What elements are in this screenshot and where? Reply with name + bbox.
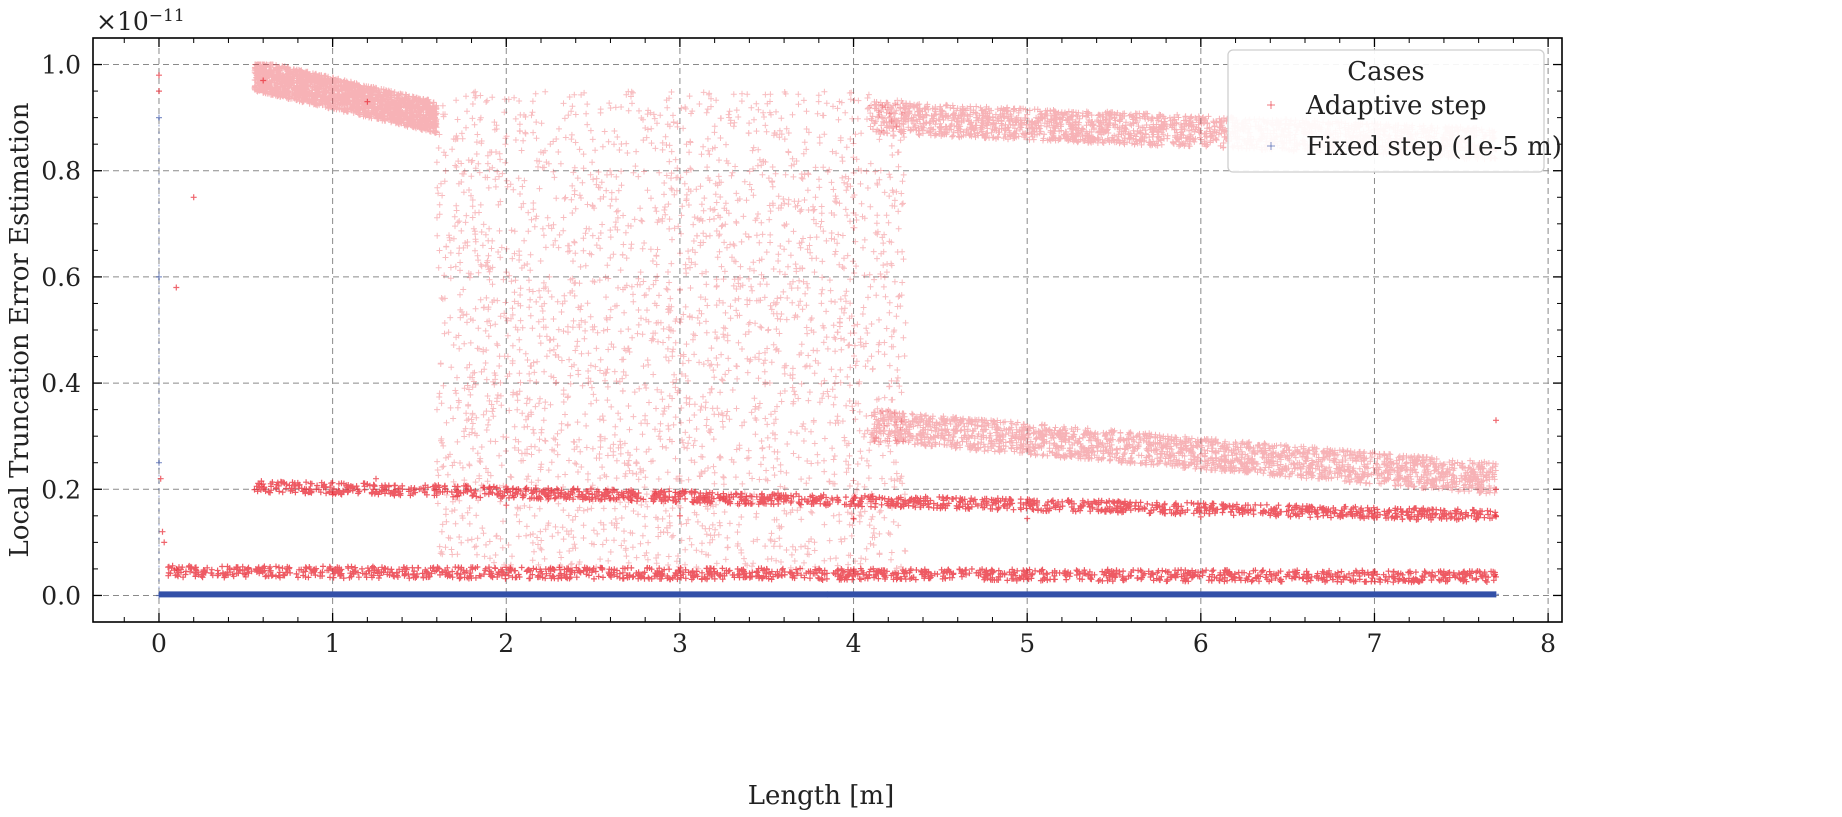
y-tick-label: 0.2 <box>41 475 81 504</box>
x-tick-label: 5 <box>1019 629 1035 658</box>
x-tick-label: 7 <box>1367 629 1383 658</box>
y-axis-multiplier: ×10−11 <box>96 6 185 36</box>
legend: Cases Adaptive step Fixed step (1e-5 m) <box>1227 49 1562 173</box>
adaptive-step-series <box>156 61 1499 586</box>
x-tick-label: 4 <box>846 629 862 658</box>
x-tick-label: 0 <box>151 629 167 658</box>
adaptive-step-points-sparse <box>433 88 909 572</box>
adaptive-step-points-dense <box>165 478 1499 586</box>
legend-entry-adaptive: Adaptive step <box>1305 91 1487 121</box>
adaptive-step-points-sample <box>156 72 1499 580</box>
legend-box <box>1227 49 1545 173</box>
y-tick-label: 1.0 <box>41 51 81 80</box>
x-axis-label: Length [m] <box>748 781 894 811</box>
y-tick-label: 0.0 <box>41 581 81 610</box>
x-tick-label: 2 <box>498 629 514 658</box>
y-tick-label: 0.6 <box>41 263 81 292</box>
x-tick-label: 6 <box>1193 629 1209 658</box>
y-axis-label: Local Truncation Error Estimation <box>5 102 35 557</box>
axis-ticks: 0 1 2 3 4 5 6 7 8 0.0 0.2 0.4 0.6 0.8 1.0 <box>41 38 1562 658</box>
legend-marker-adaptive <box>1267 101 1275 109</box>
legend-title: Cases <box>1347 57 1424 87</box>
y-tick-label: 0.4 <box>41 369 81 398</box>
x-tick-label: 1 <box>325 629 341 658</box>
legend-entry-fixed: Fixed step (1e-5 m) <box>1306 132 1562 162</box>
adaptive-step-points-medium <box>251 61 1499 497</box>
fixed-step-series <box>156 114 1499 599</box>
y-tick-label: 0.8 <box>41 157 81 186</box>
legend-marker-fixed <box>1267 142 1275 150</box>
x-tick-label: 3 <box>672 629 688 658</box>
fixed-step-points <box>156 114 1499 599</box>
x-tick-label: 8 <box>1540 629 1556 658</box>
